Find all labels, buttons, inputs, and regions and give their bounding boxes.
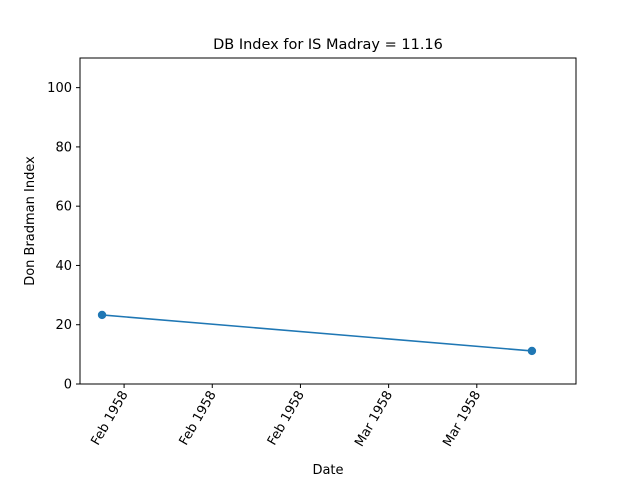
y-tick-label: 80 (55, 140, 72, 155)
series-line (101, 314, 532, 352)
y-tick-label: 0 (64, 378, 72, 393)
y-axis-ticks: 0 20 40 60 80 100 (47, 81, 80, 393)
x-axis-label: Date (312, 463, 343, 478)
plot-area-frame (79, 57, 577, 385)
y-tick-label: 60 (55, 200, 72, 215)
y-axis-label: Don Bradman Index (23, 156, 38, 286)
plot-series (97, 310, 537, 356)
y-tick-label: 20 (55, 318, 72, 333)
data-point (97, 310, 107, 320)
y-tick-label: 100 (47, 81, 72, 96)
y-tick-label: 40 (55, 259, 72, 274)
data-point (527, 346, 537, 356)
chart-title: DB Index for IS Madray = 11.16 (213, 37, 443, 53)
